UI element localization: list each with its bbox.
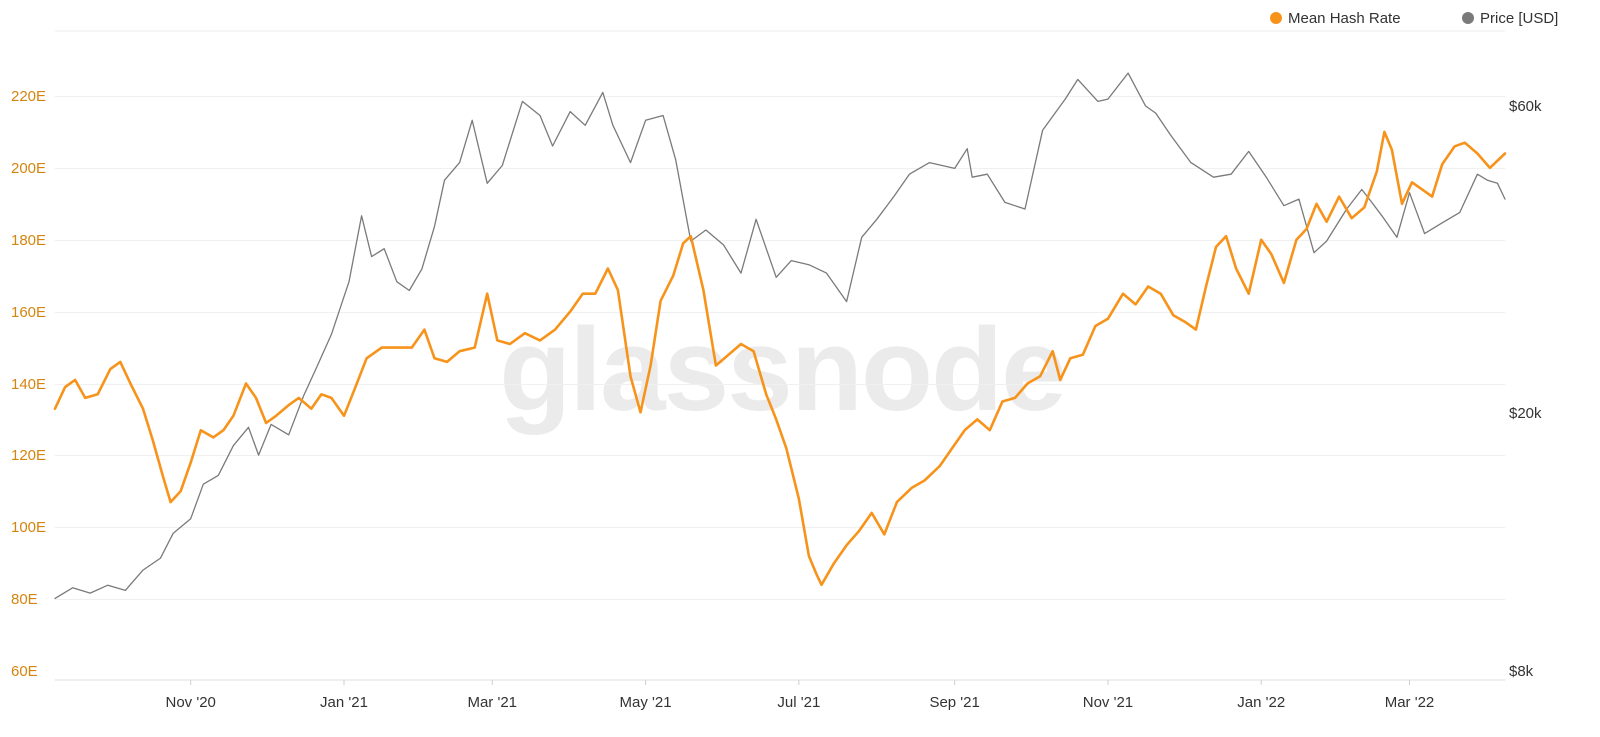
left-tick-label: 100E [11, 519, 46, 536]
left-tick-label: 220E [11, 88, 46, 105]
legend: Mean Hash Rate Price [USD] [1270, 10, 1558, 27]
series-line-price [54, 72, 1506, 600]
x-tick-label: Nov '21 [1083, 694, 1133, 711]
series-lines [53, 72, 1507, 600]
x-tick-label: Mar '22 [1385, 694, 1435, 711]
x-tick-label: Nov '20 [166, 694, 216, 711]
x-tick-label: Jan '21 [320, 694, 368, 711]
series-line-hash-rate [53, 130, 1507, 587]
legend-item-price[interactable]: Price [USD] [1462, 10, 1558, 27]
left-tick-label: 60E [11, 663, 38, 680]
right-tick-label: $60k [1509, 98, 1542, 115]
left-tick-label: 80E [11, 591, 38, 608]
right-axis-ticks: $8k $20k $60k [1509, 98, 1542, 680]
left-tick-label: 120E [11, 447, 46, 464]
legend-item-hash-rate[interactable]: Mean Hash Rate [1270, 10, 1401, 27]
left-tick-label: 180E [11, 232, 46, 249]
legend-dot-hash-rate [1270, 12, 1282, 24]
left-tick-label: 200E [11, 160, 46, 177]
x-tick-label: Jan '22 [1237, 694, 1285, 711]
right-tick-label: $20k [1509, 405, 1542, 422]
legend-dot-price [1462, 12, 1474, 24]
left-axis-ticks: 60E 80E 100E 120E 140E 160E 180E 200E 220E [11, 88, 46, 680]
x-tick-label: Mar '21 [467, 694, 517, 711]
legend-label-hash-rate: Mean Hash Rate [1288, 10, 1401, 27]
left-tick-label: 140E [11, 376, 46, 393]
x-axis-ticks: Nov '20 Jan '21 Mar '21 May '21 Jul '21 Sep '… [166, 680, 1435, 711]
watermark: glassnode [499, 304, 1065, 436]
right-tick-label: $8k [1509, 663, 1534, 680]
x-tick-label: Sep '21 [929, 694, 979, 711]
x-tick-label: May '21 [620, 694, 672, 711]
left-tick-label: 160E [11, 304, 46, 321]
gridlines [55, 30, 1505, 681]
x-tick-label: Jul '21 [777, 694, 820, 711]
legend-label-price: Price [USD] [1480, 10, 1558, 27]
